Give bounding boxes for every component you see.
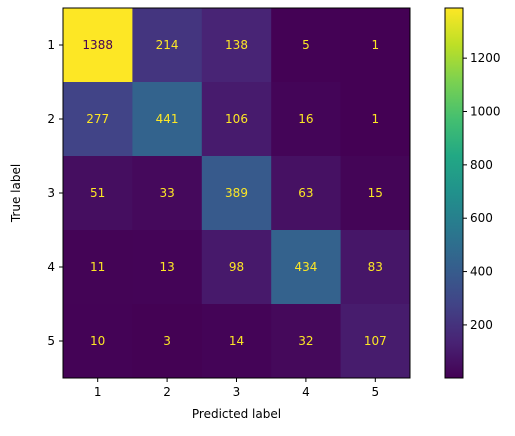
heatmap-cell-r1-c3 bbox=[201, 8, 272, 83]
cell-value-r2-c2: 441 bbox=[156, 112, 179, 126]
colorbar-tick-label-1000: 1000 bbox=[470, 105, 501, 119]
cell-value-r1-c1: 1388 bbox=[82, 38, 113, 52]
heatmap-cell-r2-c2 bbox=[132, 82, 203, 157]
heatmap-cell-r1-c1 bbox=[63, 8, 133, 83]
cell-value-r1-c4: 5 bbox=[302, 38, 310, 52]
heatmap-cell-r5-c2 bbox=[132, 304, 203, 379]
y-axis: 1 2 3 4 5 bbox=[47, 38, 63, 348]
colorbar-tick-label-1200: 1200 bbox=[470, 51, 501, 65]
heatmap-cell-r5-c5 bbox=[340, 304, 411, 379]
colorbar-tick-label-200: 200 bbox=[470, 318, 493, 332]
heatmap-cell-r4-c4 bbox=[271, 230, 342, 305]
cell-value-r5-c4: 32 bbox=[298, 334, 313, 348]
heatmap-cell-r4-c2 bbox=[132, 230, 203, 305]
heatmap-cells bbox=[63, 8, 411, 379]
cell-value-r2-c3: 106 bbox=[225, 112, 248, 126]
y-tick-label-2: 2 bbox=[47, 112, 55, 126]
cell-value-r5-c3: 14 bbox=[229, 334, 244, 348]
heatmap-cell-r4-c3 bbox=[201, 230, 272, 305]
y-tick-label-1: 1 bbox=[47, 38, 55, 52]
heatmap-cell-r3-c3 bbox=[201, 156, 272, 231]
x-tick-label-1: 1 bbox=[94, 385, 102, 399]
cell-value-r2-c5: 1 bbox=[371, 112, 379, 126]
colorbar bbox=[444, 7, 464, 379]
heatmap-cell-r3-c4 bbox=[271, 156, 342, 231]
cell-value-r3-c4: 63 bbox=[298, 186, 313, 200]
heatmap-cell-r3-c2 bbox=[132, 156, 203, 231]
heatmap-cell-r3-c1 bbox=[63, 156, 133, 231]
cell-value-r2-c4: 16 bbox=[298, 112, 313, 126]
heatmap-cell-r1-c5 bbox=[340, 8, 411, 83]
heatmap-cell-r5-c4 bbox=[271, 304, 342, 379]
x-axis: 1 2 3 4 5 bbox=[94, 378, 379, 399]
cell-value-r1-c5: 1 bbox=[371, 38, 379, 52]
heatmap-cell-r5-c1 bbox=[63, 304, 133, 379]
heatmap-cell-r1-c4 bbox=[271, 8, 342, 83]
cell-value-r3-c3: 389 bbox=[225, 186, 248, 200]
x-tick-label-3: 3 bbox=[233, 385, 241, 399]
cell-value-r4-c1: 11 bbox=[90, 260, 105, 274]
y-tick-label-5: 5 bbox=[47, 334, 55, 348]
y-tick-label-3: 3 bbox=[47, 186, 55, 200]
heatmap-cell-r2-c1 bbox=[63, 82, 133, 157]
y-axis-label: True label bbox=[9, 164, 23, 223]
x-tick-label-4: 4 bbox=[302, 385, 310, 399]
heatmap-cell-r5-c3 bbox=[201, 304, 272, 379]
heatmap-cell-r4-c1 bbox=[63, 230, 133, 305]
cell-value-r4-c4: 434 bbox=[294, 260, 317, 274]
cell-value-r4-c5: 83 bbox=[368, 260, 383, 274]
x-tick-label-2: 2 bbox=[163, 385, 171, 399]
colorbar-ticks: 200 400 600 800 1000 1200 bbox=[463, 51, 501, 332]
heatmap-cell-r4-c5 bbox=[340, 230, 411, 305]
heatmap-cell-r2-c4 bbox=[271, 82, 342, 157]
x-tick-label-5: 5 bbox=[371, 385, 379, 399]
cell-value-r5-c5: 107 bbox=[364, 334, 387, 348]
y-tick-label-4: 4 bbox=[47, 260, 55, 274]
cell-value-r5-c2: 3 bbox=[163, 334, 171, 348]
cell-value-r1-c3: 138 bbox=[225, 38, 248, 52]
colorbar-tick-label-800: 800 bbox=[470, 158, 493, 172]
cell-value-r3-c2: 33 bbox=[159, 186, 174, 200]
colorbar-tick-label-600: 600 bbox=[470, 211, 493, 225]
cell-value-r5-c1: 10 bbox=[90, 334, 105, 348]
cell-value-r2-c1: 277 bbox=[86, 112, 109, 126]
heatmap-cell-r2-c3 bbox=[201, 82, 272, 157]
cell-value-r3-c1: 51 bbox=[90, 186, 105, 200]
x-axis-label: Predicted label bbox=[192, 407, 281, 421]
cell-value-r1-c2: 214 bbox=[156, 38, 179, 52]
heatmap-cell-r1-c2 bbox=[132, 8, 203, 83]
colorbar-tick-label-400: 400 bbox=[470, 265, 493, 279]
heatmap-cell-r2-c5 bbox=[340, 82, 411, 157]
cell-value-r4-c3: 98 bbox=[229, 260, 244, 274]
cell-value-r4-c2: 13 bbox=[159, 260, 174, 274]
heatmap-cell-r3-c5 bbox=[340, 156, 411, 231]
cell-value-r3-c5: 15 bbox=[368, 186, 383, 200]
